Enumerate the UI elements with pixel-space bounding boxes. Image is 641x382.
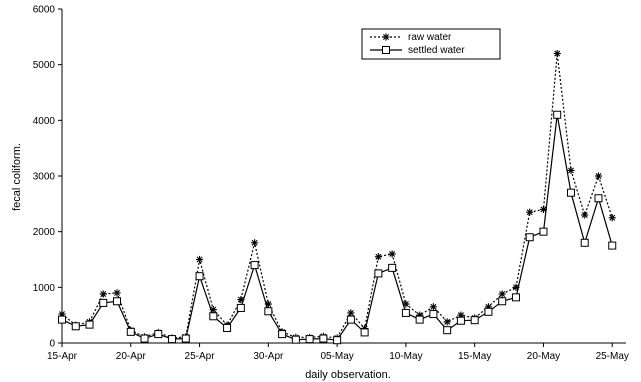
legend-square-marker xyxy=(382,46,390,54)
y-tick-label: 6000 xyxy=(33,5,56,16)
y-tick-label: 0 xyxy=(49,339,55,350)
data-point-raw-water xyxy=(553,49,561,58)
x-tick-label: 05-May xyxy=(320,351,353,362)
data-point-raw-water xyxy=(567,166,575,175)
data-point-settled-water xyxy=(511,293,520,302)
legend-marker-settled-water xyxy=(382,46,390,54)
data-point-raw-water xyxy=(526,208,534,216)
y-tick-label: 3000 xyxy=(33,172,56,183)
y-tick-label: 4000 xyxy=(33,116,56,127)
x-tick-label: 20-May xyxy=(527,351,560,362)
data-point-raw-water xyxy=(99,290,107,298)
data-point-raw-water xyxy=(608,214,616,222)
data-point-settled-water xyxy=(525,233,534,242)
data-point-settled-water xyxy=(126,327,135,336)
data-point-settled-water xyxy=(319,334,328,343)
data-point-settled-water xyxy=(608,241,617,250)
legend-star-marker xyxy=(382,33,390,41)
data-point-raw-water xyxy=(429,303,438,311)
data-point-settled-water xyxy=(484,307,493,316)
data-point-settled-water xyxy=(333,336,342,345)
series-layer xyxy=(58,49,617,345)
x-tick-label: 20-Apr xyxy=(116,351,147,362)
y-axis-ticks: 0 1000 2000 3000 4000 5000 6000 xyxy=(33,5,62,350)
data-point-raw-water xyxy=(539,205,548,213)
data-point-settled-water xyxy=(236,303,245,312)
data-point-raw-water xyxy=(498,290,506,298)
legend-label-raw-water: raw water xyxy=(408,32,452,43)
legend-label-settled-water: settled water xyxy=(408,45,465,56)
series-line-raw-water xyxy=(61,53,613,339)
data-point-settled-water xyxy=(360,328,369,337)
data-point-settled-water xyxy=(539,227,548,236)
data-point-settled-water xyxy=(388,263,397,272)
data-point-settled-water xyxy=(291,335,300,344)
data-point-settled-water xyxy=(140,334,149,343)
data-point-settled-water xyxy=(209,312,218,321)
data-point-settled-water xyxy=(470,316,479,325)
x-tick-label: 25-Apr xyxy=(185,351,216,362)
x-tick-label: 25-May xyxy=(596,351,629,362)
data-point-settled-water xyxy=(401,308,410,317)
data-point-settled-water xyxy=(594,194,603,203)
data-point-raw-water xyxy=(581,211,589,219)
data-point-raw-water xyxy=(113,289,121,297)
data-point-settled-water xyxy=(580,238,589,247)
data-point-settled-water xyxy=(415,315,424,324)
data-point-raw-water xyxy=(443,318,451,326)
data-point-settled-water xyxy=(553,110,562,119)
data-point-settled-water xyxy=(71,322,80,331)
data-point-settled-water xyxy=(250,261,259,270)
data-point-raw-water xyxy=(250,239,259,247)
data-point-raw-water xyxy=(594,172,603,180)
y-tick-label: 1000 xyxy=(33,283,56,294)
data-point-settled-water xyxy=(456,316,465,325)
series-line-settled-water xyxy=(61,114,613,341)
x-axis-ticks: 15-Apr 20-Apr 25-Apr 30-Apr 05-May 10-May 15-M… xyxy=(47,343,629,362)
data-point-settled-water xyxy=(374,269,383,278)
x-tick-label: 10-May xyxy=(389,351,422,362)
data-point-settled-water xyxy=(154,330,163,339)
y-tick-label: 2000 xyxy=(33,227,56,238)
y-axis-label: fecal coliform. xyxy=(11,143,23,211)
data-point-settled-water xyxy=(195,272,204,281)
data-point-settled-water xyxy=(443,326,452,335)
data-point-settled-water xyxy=(264,307,273,316)
data-point-raw-water xyxy=(347,309,355,317)
data-point-settled-water xyxy=(99,298,108,307)
x-tick-label: 15-Apr xyxy=(47,351,78,362)
data-point-settled-water xyxy=(566,188,575,197)
data-point-settled-water xyxy=(278,330,287,339)
y-tick-label: 5000 xyxy=(33,60,56,71)
legend-box xyxy=(361,28,501,60)
data-point-settled-water xyxy=(85,320,94,329)
data-point-settled-water xyxy=(168,335,177,344)
data-point-settled-water xyxy=(223,323,232,332)
data-point-settled-water xyxy=(498,297,507,306)
data-point-settled-water xyxy=(181,334,190,343)
data-point-settled-water xyxy=(113,297,122,306)
data-point-settled-water xyxy=(346,315,355,324)
data-point-raw-water xyxy=(374,253,382,261)
x-tick-label: 15-May xyxy=(458,351,491,362)
data-point-settled-water xyxy=(305,335,314,344)
data-point-settled-water xyxy=(429,310,438,319)
legend: raw water settled water xyxy=(361,28,501,60)
x-tick-label: 30-Apr xyxy=(253,351,284,362)
data-point-raw-water xyxy=(195,255,204,264)
x-axis-label: daily observation. xyxy=(305,369,391,381)
data-point-raw-water xyxy=(388,250,396,258)
data-point-settled-water xyxy=(58,315,66,324)
axes xyxy=(61,9,626,344)
legend-marker-raw-water xyxy=(382,33,390,41)
